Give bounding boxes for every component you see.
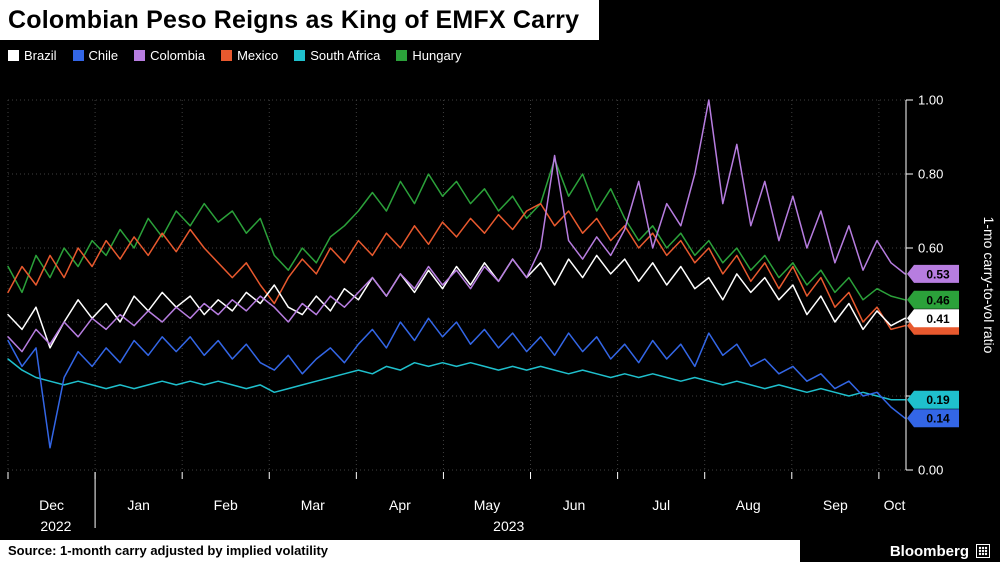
x-month-label: Jan <box>127 497 150 513</box>
legend-item-brazil: Brazil <box>8 48 57 63</box>
value-tag-brazil <box>907 309 959 328</box>
value-tag-label: 0.46 <box>926 293 950 307</box>
bloomberg-logo: Bloomberg <box>800 540 1000 562</box>
x-year-label: 2023 <box>493 518 524 534</box>
x-month-label: Dec <box>39 497 64 513</box>
legend-label: Chile <box>88 47 119 63</box>
x-month-label: Jun <box>563 497 586 513</box>
value-tag-label: 0.14 <box>926 412 950 426</box>
y-tick-label: 0.60 <box>918 241 943 256</box>
legend-swatch-chile <box>72 49 84 61</box>
y-tick-label: 0.80 <box>918 167 943 182</box>
value-tag-hungary <box>907 290 959 309</box>
series-line-hungary <box>7 158 906 301</box>
x-month-label: Oct <box>884 497 906 513</box>
legend-label: Colombia <box>150 47 206 63</box>
legend-item-south-africa: South Africa <box>294 48 380 63</box>
legend-item-colombia: Colombia <box>134 48 205 63</box>
legend-swatch-south-africa <box>294 49 306 61</box>
y-tick-label: 1.00 <box>918 93 943 108</box>
value-tag-south-africa <box>907 390 959 409</box>
legend: Brazil Chile Colombia Mexico South Africa Hun… <box>0 40 1000 70</box>
x-month-label: Aug <box>736 497 761 513</box>
series-line-colombia <box>7 99 906 353</box>
y-axis-title: 1-mo carry-to-vol ratio <box>981 217 997 354</box>
legend-swatch-hungary <box>396 49 408 61</box>
legend-label: Hungary <box>412 47 462 63</box>
legend-item-chile: Chile <box>72 47 119 63</box>
legend-item-mexico: Mexico <box>221 48 278 63</box>
source-text: Source: 1-month carry adjusted by implie… <box>8 543 329 558</box>
legend-swatch-mexico <box>221 49 233 61</box>
source-text-wrap: Source: 1-month carry adjusted by implie… <box>0 540 800 562</box>
legend-label: Mexico <box>237 47 279 63</box>
legend-swatch-brazil <box>8 49 19 61</box>
x-month-label: Apr <box>389 497 411 513</box>
legend-swatch-colombia <box>134 49 146 61</box>
legend-label: Brazil <box>24 47 57 63</box>
x-month-label: Jul <box>652 497 670 513</box>
source-bar: Source: 1-month carry adjusted by implie… <box>0 540 1000 562</box>
series-line-south-africa <box>7 358 906 401</box>
bloomberg-wordmark: Bloomberg <box>889 542 969 560</box>
legend-item-hungary: Hungary <box>396 47 462 63</box>
series-line-chile <box>7 317 906 449</box>
value-tag-chile <box>907 409 959 428</box>
chart: 1-mo carry-to-vol ratio 0.000.200.400.60… <box>0 70 1000 540</box>
page-title: Colombian Peso Reigns as King of EMFX Ca… <box>0 0 600 40</box>
y-tick-label: 0.00 <box>918 463 943 478</box>
series-line-brazil <box>7 254 906 349</box>
bloomberg-grid-icon <box>976 544 990 558</box>
value-tag-label: 0.41 <box>926 312 950 326</box>
chart-svg: 1-mo carry-to-vol ratio 0.000.200.400.60… <box>7 93 997 534</box>
x-year-label: 2022 <box>40 518 71 534</box>
x-month-label: Sep <box>823 497 848 513</box>
x-month-label: Feb <box>214 497 238 513</box>
value-tag-label: 0.53 <box>926 267 950 281</box>
value-tag-label: 0.19 <box>926 393 950 407</box>
x-month-label: Mar <box>301 497 325 513</box>
x-month-label: May <box>474 497 500 513</box>
value-tag-colombia <box>907 264 959 283</box>
series-line-mexico <box>7 202 906 331</box>
legend-label: South Africa <box>310 47 381 63</box>
title-bar: Colombian Peso Reigns as King of EMFX Ca… <box>0 0 1000 40</box>
